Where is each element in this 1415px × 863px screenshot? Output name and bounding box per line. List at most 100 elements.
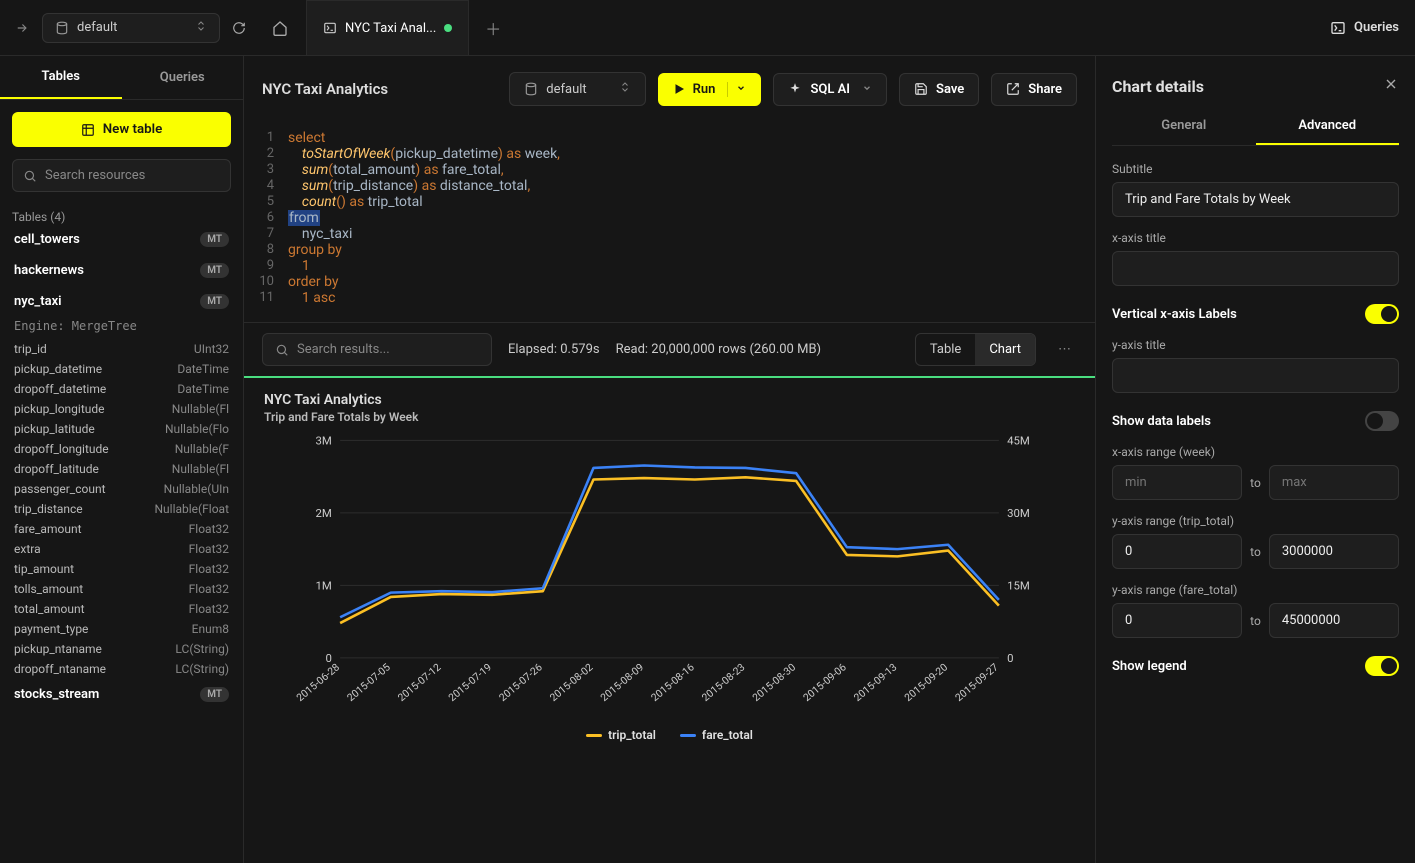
- to-label: to: [1250, 545, 1261, 559]
- column-name: total_amount: [14, 602, 85, 616]
- column-row[interactable]: trip_distanceNullable(Float: [12, 499, 231, 519]
- show-legend-toggle[interactable]: [1365, 656, 1399, 676]
- y-range-fare-min-input[interactable]: [1112, 603, 1242, 638]
- column-type: Nullable(Fl: [172, 402, 229, 416]
- svg-text:0: 0: [1007, 651, 1013, 665]
- sql-ai-button[interactable]: SQL AI: [773, 73, 887, 106]
- column-row[interactable]: dropoff_ntaname LC(String): [12, 659, 231, 679]
- column-type: Nullable(Flo: [165, 422, 229, 436]
- topbar: default NYC Taxi Anal... ＋ Queries: [0, 0, 1415, 56]
- table-item-cell_towers[interactable]: cell_towersMT: [12, 224, 231, 255]
- home-icon: [272, 20, 288, 36]
- x-range-max-input[interactable]: [1269, 465, 1399, 500]
- run-button[interactable]: Run: [658, 73, 762, 106]
- more-menu-icon[interactable]: ⋯: [1052, 342, 1077, 357]
- query-tab[interactable]: NYC Taxi Anal...: [306, 0, 469, 55]
- x-axis-title-input[interactable]: [1112, 251, 1399, 286]
- sidebar: Tables Queries New table Search resource…: [0, 56, 244, 863]
- x-axis-title-label: x-axis title: [1112, 231, 1399, 245]
- database-name: default: [77, 20, 117, 35]
- database-selector[interactable]: default: [42, 13, 220, 43]
- new-table-button[interactable]: New table: [12, 112, 231, 147]
- svg-text:2015-09-13: 2015-09-13: [851, 660, 900, 704]
- column-type: Nullable(UIn: [164, 482, 229, 496]
- column-name: passenger_count: [14, 482, 106, 496]
- svg-text:2015-08-09: 2015-08-09: [598, 660, 647, 704]
- column-type: Nullable(Fl: [172, 462, 229, 476]
- save-button[interactable]: Save: [899, 73, 979, 106]
- share-button[interactable]: Share: [991, 73, 1077, 106]
- column-name: tolls_amount: [14, 582, 83, 596]
- column-name: payment_type: [14, 622, 88, 636]
- column-row[interactable]: fare_amountFloat32: [12, 519, 231, 539]
- svg-text:2015-09-20: 2015-09-20: [902, 660, 951, 704]
- column-row[interactable]: tip_amountFloat32: [12, 559, 231, 579]
- column-row[interactable]: extraFloat32: [12, 539, 231, 559]
- table-item-hackernews[interactable]: hackernewsMT: [12, 255, 231, 286]
- sidebar-tab-tables[interactable]: Tables: [0, 56, 122, 99]
- y-range-fare-max-input[interactable]: [1269, 603, 1399, 638]
- sidebar-tab-queries[interactable]: Queries: [122, 56, 244, 99]
- add-tab-button[interactable]: ＋: [469, 16, 517, 40]
- column-row[interactable]: pickup_latitudeNullable(Flo: [12, 419, 231, 439]
- legend-swatch: [680, 734, 696, 737]
- column-row[interactable]: passenger_count Nullable(UIn: [12, 479, 231, 499]
- column-row[interactable]: trip_id UInt32: [12, 339, 231, 359]
- run-caret-icon[interactable]: [727, 82, 746, 97]
- x-range-min-input[interactable]: [1112, 465, 1242, 500]
- pin-icon[interactable]: [16, 21, 30, 35]
- database-pill[interactable]: default: [509, 72, 645, 106]
- column-row[interactable]: payment_type Enum8: [12, 619, 231, 639]
- column-type: Enum8: [192, 622, 229, 636]
- close-icon[interactable]: [1383, 76, 1399, 96]
- elapsed-stat: Elapsed: 0.579s: [508, 342, 600, 357]
- chevron-updown-icon: [195, 20, 207, 36]
- search-results-input[interactable]: Search results...: [262, 333, 492, 366]
- tab-advanced[interactable]: Advanced: [1256, 108, 1400, 145]
- sql-editor[interactable]: 1select2 toStartOfWeek(pickup_datetime) …: [244, 122, 1095, 322]
- refresh-icon[interactable]: [232, 21, 246, 35]
- show-legend-label: Show legend: [1112, 659, 1187, 674]
- svg-text:15M: 15M: [1007, 579, 1030, 593]
- legend-swatch: [586, 734, 602, 737]
- column-row[interactable]: pickup_datetimeDateTime: [12, 359, 231, 379]
- view-toggle: Table Chart: [915, 333, 1036, 366]
- table-item-stocks_stream[interactable]: stocks_streamMT: [12, 679, 231, 710]
- legend-label: trip_total: [608, 728, 656, 742]
- legend-item: trip_total: [586, 728, 656, 742]
- column-row[interactable]: dropoff_datetimeDateTime: [12, 379, 231, 399]
- column-name: dropoff_ntaname: [14, 662, 106, 676]
- home-tab[interactable]: [254, 0, 306, 55]
- show-data-labels-label: Show data labels: [1112, 414, 1211, 429]
- column-row[interactable]: pickup_ntanameLC(String): [12, 639, 231, 659]
- tab-general[interactable]: General: [1112, 108, 1256, 145]
- y-range-trip-max-input[interactable]: [1269, 534, 1399, 569]
- view-chart-button[interactable]: Chart: [975, 334, 1035, 365]
- subtitle-input[interactable]: [1112, 182, 1399, 217]
- table-item-nyc_taxi[interactable]: nyc_taxiMT: [12, 286, 231, 317]
- column-row[interactable]: dropoff_longitudeNullable(F: [12, 439, 231, 459]
- column-type: LC(String): [175, 662, 229, 676]
- y-axis-title-input[interactable]: [1112, 358, 1399, 393]
- column-row[interactable]: tolls_amountFloat32: [12, 579, 231, 599]
- view-table-button[interactable]: Table: [916, 334, 975, 365]
- legend-label: fare_total: [702, 728, 753, 742]
- vertical-x-toggle[interactable]: [1365, 304, 1399, 324]
- panel-title: Chart details: [1112, 77, 1204, 96]
- y-range-trip-min-input[interactable]: [1112, 534, 1242, 569]
- column-name: pickup_datetime: [14, 362, 102, 376]
- queries-link[interactable]: Queries: [1330, 20, 1399, 36]
- subtitle-label: Subtitle: [1112, 162, 1399, 176]
- column-row[interactable]: total_amountFloat32: [12, 599, 231, 619]
- show-data-labels-toggle[interactable]: [1365, 411, 1399, 431]
- column-name: trip_id: [14, 342, 47, 356]
- line-chart: 01M2M3M015M30M45M2015-06-282015-07-05201…: [264, 430, 1075, 720]
- svg-text:2015-08-02: 2015-08-02: [547, 660, 596, 704]
- column-row[interactable]: dropoff_latitudeNullable(Fl: [12, 459, 231, 479]
- column-row[interactable]: pickup_longitudeNullable(Fl: [12, 399, 231, 419]
- search-resources-input[interactable]: Search resources: [12, 159, 231, 192]
- to-label: to: [1250, 476, 1261, 490]
- column-type: UInt32: [194, 342, 229, 356]
- chevron-down-icon: [862, 82, 872, 97]
- run-label: Run: [693, 82, 716, 97]
